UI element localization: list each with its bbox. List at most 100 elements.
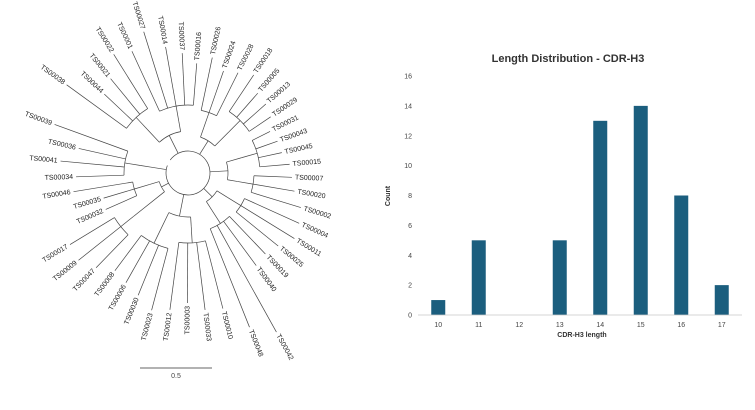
y-tick-label: 12 [404,133,412,140]
tree-branch [96,235,128,268]
tree-leaf-label: TS00028 [237,43,256,72]
tree-leaf-label: TS00021 [88,52,111,78]
tree-branch [242,153,257,157]
x-tick-label: 11 [475,322,482,329]
tree-branch [210,171,228,172]
tree-branch [204,188,213,196]
tree-leaf-label: TS00039 [24,111,53,127]
tree-branch [79,148,126,159]
tree-leaf-label: TS00015 [292,159,321,168]
tree-branch [76,175,124,177]
tree-branch [217,191,227,197]
tree-branch [136,117,147,129]
x-tick-label: 14 [596,322,604,329]
tree-leaf-label: TS00022 [94,26,115,54]
tree-branch [114,54,148,108]
tree-branch [182,53,185,105]
bar-14 [593,121,607,315]
tree-branch [226,158,241,162]
tree-leaf-label: TS00007 [295,174,324,182]
x-tick-label: 12 [515,322,523,329]
tree-leaf-label: TS00012 [163,312,174,341]
bar-11 [472,240,486,315]
bar-15 [634,106,648,315]
tree-branch [152,248,168,310]
tree-branch [200,128,203,137]
tree-branch [134,184,149,189]
tree-branch [200,141,208,155]
x-tick-label: 13 [556,322,564,329]
tree-branch [215,132,229,146]
tree-leaf-label: TS00033 [201,313,211,342]
tree-leaf-label: TS00034 [45,174,74,182]
tree-leaf-label: TS00008 [94,271,117,298]
y-tick-label: 4 [408,253,412,260]
tree-branch [121,217,134,227]
tree-leaf-label: TS00026 [210,26,223,55]
tree-leaf-label: TS00048 [247,329,264,358]
tree-branch [161,213,169,229]
tree-branch [206,202,211,210]
tree-branch [161,183,168,187]
x-tick-label: 10 [434,322,442,329]
tree-branch [227,180,237,182]
bar-13 [553,240,567,315]
tree-branch [224,221,257,265]
tree-branch [104,94,132,121]
tree-branch [253,184,294,191]
tree-branch [166,47,177,106]
tree-branch [125,163,141,166]
tree-leaf-label: TS00041 [29,155,58,165]
tree-branch [115,235,141,270]
tree-branch [210,229,249,327]
tree-branch [61,161,125,167]
tree-branch [141,165,151,167]
tree-leaf-label: TS00036 [47,139,76,152]
x-tick-label: 17 [718,322,726,329]
tree-leaf-label: TS00032 [76,208,105,226]
tree-leaf-label: TS00043 [279,128,308,144]
tree-leaf-label: TS00040 [255,266,278,293]
tree-branch [256,141,278,149]
tree-branch [104,189,135,198]
tree-leaf-label: TS00011 [295,238,323,259]
tree-leaf-label: TS00046 [42,189,71,201]
tree-branch [147,129,159,142]
x-axis-ticks: 10 11 12 13 14 15 16 17 [434,322,725,329]
tree-branch [132,51,160,111]
tree-branch [138,245,158,295]
tree-branch [204,113,209,128]
tree-branch [150,167,166,170]
tree-branch [191,227,192,243]
bar-16 [674,196,688,316]
tree-branch [79,227,121,261]
tree-branch [227,197,241,205]
tree-branch [212,210,221,223]
tree-branch [249,117,271,132]
tree-branch [229,216,265,254]
scale-bar-label: 0.5 [171,373,181,380]
bar-chart: Length Distribution - CDR-H3 02468101214… [372,0,755,405]
tree-leaf-label: TS00037 [177,22,185,51]
y-axis-title: Count [385,185,392,206]
tree-leaf-label: TS00009 [52,260,79,283]
chart-title: Length Distribution - CDR-H3 [492,53,645,65]
y-tick-label: 0 [408,313,412,320]
tree-branch [237,181,253,184]
tree-branch [201,58,212,111]
tree-leaf-label: TS00030 [124,297,141,326]
x-tick-label: 15 [637,322,645,329]
bar-10 [431,300,445,315]
tree-leaf-label: TS00027 [131,1,146,30]
tree-leaf-label: TS00025 [278,246,305,269]
tree-branch [133,192,164,217]
tree-branch [258,153,281,158]
tree-branch [205,241,222,309]
x-tick-label: 16 [677,322,685,329]
tree-branch [244,199,299,224]
tree-branch [193,63,196,105]
tree-branch [154,229,161,243]
tree-leaf-label: TS00016 [194,32,203,61]
